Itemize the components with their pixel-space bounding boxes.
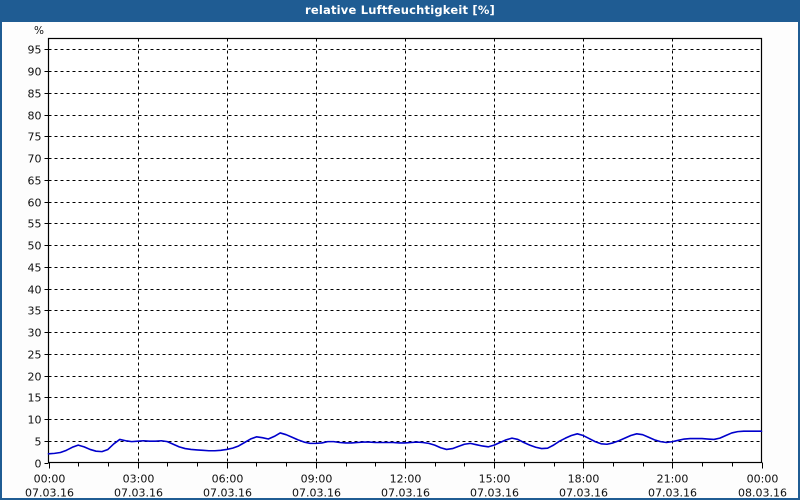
x-tick-label-time: 03:00 [123, 473, 155, 486]
y-tick-label: 80 [28, 110, 42, 123]
x-tick-label-time: 00:00 [747, 473, 779, 486]
y-tick-label: 10 [28, 414, 42, 427]
y-tick-label: 95 [28, 44, 42, 57]
x-tick-label-time: 18:00 [568, 473, 600, 486]
y-tick-label: 15 [28, 392, 42, 405]
x-tick-label-date: 07.03.16 [381, 487, 430, 500]
y-tick-label: 90 [28, 66, 42, 79]
y-tick-label: 0 [35, 458, 42, 471]
x-tick-label-date: 07.03.16 [25, 487, 74, 500]
y-tick-label: 35 [28, 305, 42, 318]
y-tick-label: 55 [28, 218, 42, 231]
x-tick-label-date: 07.03.16 [292, 487, 341, 500]
y-tick-label: 30 [28, 327, 42, 340]
window-titlebar: relative Luftfeuchtigkeit [%] [0, 0, 800, 22]
y-tick-label: 45 [28, 262, 42, 275]
chart-svg: 0 5 10 15 20 25 30 35 40 45 50 55 60 65 70 75 80 85 90 95 0… [25, 25, 787, 500]
chart-canvas: 0 5 10 15 20 25 30 35 40 45 50 55 60 65 70 75 80 85 90 95 0… [0, 22, 800, 500]
y-tick-label: 75 [28, 131, 42, 144]
page-title: relative Luftfeuchtigkeit [%] [304, 3, 495, 18]
x-tick-label-time: 15:00 [479, 473, 511, 486]
series-line-humidity [47, 430, 763, 455]
vertical-gridlines [138, 38, 673, 463]
x-tick-label-date: 07.03.16 [203, 487, 252, 500]
y-axis-unit-label: % [34, 25, 44, 37]
y-tick-label: 20 [28, 371, 42, 384]
y-axis-labels: 0 5 10 15 20 25 30 35 40 45 50 55 60 65 70 75 80 85 90 95 [28, 44, 42, 471]
y-tick-label: 5 [35, 436, 42, 449]
x-tick-label-time: 00:00 [34, 473, 66, 486]
x-tick-label-date: 07.03.16 [648, 487, 697, 500]
y-tick-label: 70 [28, 153, 42, 166]
y-tick-label: 65 [28, 175, 42, 188]
x-tick-label-date: 07.03.16 [470, 487, 519, 500]
y-tick-label: 85 [28, 88, 42, 101]
x-tick-label-time: 21:00 [657, 473, 689, 486]
data-series-group [47, 430, 763, 455]
x-tick-label-date: 07.03.16 [114, 487, 163, 500]
x-tick-label-date: 08.03.16 [738, 487, 787, 500]
x-tick-label-time: 06:00 [212, 473, 244, 486]
y-tick-label: 60 [28, 197, 42, 210]
x-axis-ticks [49, 462, 763, 469]
x-axis-labels: 00:0007.03.1603:0007.03.1606:0007.03.160… [25, 473, 787, 500]
x-tick-label-time: 09:00 [301, 473, 333, 486]
y-axis-ticks [44, 49, 49, 464]
y-tick-label: 25 [28, 349, 42, 362]
x-tick-label-time: 12:00 [390, 473, 422, 486]
y-tick-label: 40 [28, 284, 42, 297]
y-tick-label: 50 [28, 240, 42, 253]
x-tick-label-date: 07.03.16 [559, 487, 608, 500]
